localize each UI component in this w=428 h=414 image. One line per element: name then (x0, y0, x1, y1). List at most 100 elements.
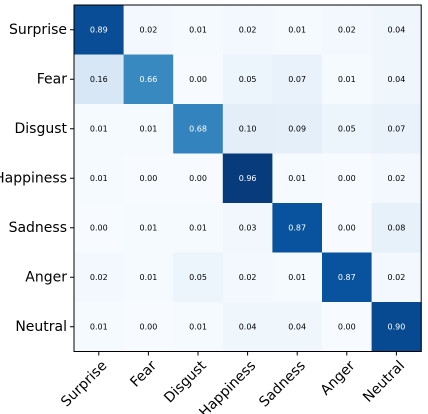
heatmap-cell (371, 302, 422, 352)
heatmap-cell (222, 54, 273, 105)
cell-value-label: 0.02 (239, 273, 257, 282)
heatmap-cell (123, 153, 174, 204)
cell-value-label: 0.00 (90, 223, 108, 232)
cell-value-label: 0.00 (189, 75, 207, 84)
cell-value-label: 0.09 (288, 124, 306, 133)
cell-value-label: 0.05 (189, 273, 207, 282)
heatmap-cell (123, 54, 174, 105)
cell-value-label: 0.02 (387, 174, 405, 183)
x-axis-tick-label: Fear (127, 358, 160, 391)
cell-value-label: 0.07 (387, 124, 405, 133)
heatmap-cell (272, 153, 323, 204)
cell-value-label: 0.01 (139, 223, 157, 232)
heatmap-cell (222, 104, 273, 154)
cell-value-label: 0.01 (288, 273, 306, 282)
cell-value-label: 0.00 (338, 223, 356, 232)
heatmap-cell (74, 104, 125, 154)
x-axis-tick-label: Surprise (58, 358, 110, 410)
heatmap-cell (173, 252, 224, 303)
heatmap-cell (123, 203, 174, 253)
heatmap-cell (173, 153, 224, 204)
cell-value-label: 0.01 (288, 174, 306, 183)
cell-value-label: 0.01 (189, 25, 207, 34)
heatmap-cell (222, 302, 273, 352)
heatmap-cell (322, 302, 373, 352)
cell-value-label: 0.01 (338, 75, 356, 84)
y-axis-tick-label: Sadness (9, 220, 67, 236)
cell-value-label: 0.01 (139, 124, 157, 133)
heatmap-cell (322, 153, 373, 204)
cell-value-label: 0.68 (189, 124, 207, 133)
heatmap-cell (272, 104, 323, 154)
heatmap-cell (74, 153, 125, 204)
heatmap-cell (272, 302, 323, 352)
cell-value-label: 0.02 (338, 25, 356, 34)
heatmap-cell (222, 203, 273, 253)
heatmap-cell (74, 5, 125, 55)
cell-value-label: 0.00 (338, 174, 356, 183)
cell-value-label: 0.03 (239, 223, 257, 232)
heatmap-cell (173, 54, 224, 105)
cell-value-label: 0.01 (189, 322, 207, 331)
heatmap-cell (123, 252, 174, 303)
heatmap-cell (173, 5, 224, 55)
cell-value-label: 0.10 (239, 124, 257, 133)
cell-value-label: 0.00 (139, 174, 157, 183)
heatmap-cell (371, 5, 422, 55)
heatmap-cell (322, 252, 373, 303)
x-axis-tick-label: Disgust (161, 357, 210, 406)
heatmap-cells: 0.89 0.02 0.01 0.02 0.01 0.02 0.04 0.16 0.66 0.00… (74, 5, 422, 352)
y-axis-tick-label: Neutral (15, 319, 67, 335)
heatmap-cell (123, 5, 174, 55)
cell-value-label: 0.01 (90, 322, 108, 331)
cell-value-label: 0.05 (239, 75, 257, 84)
cell-value-label: 0.96 (239, 174, 257, 183)
heatmap-cell (74, 302, 125, 352)
heatmap-cell (222, 252, 273, 303)
heatmap-cell (173, 104, 224, 154)
cell-value-label: 0.04 (387, 25, 405, 34)
heatmap-cell (74, 54, 125, 105)
cell-value-label: 0.87 (288, 223, 306, 232)
heatmap-cell (322, 5, 373, 55)
cell-value-label: 0.01 (189, 223, 207, 232)
cell-value-label: 0.05 (338, 124, 356, 133)
cell-value-label: 0.02 (387, 273, 405, 282)
heatmap-cell (173, 302, 224, 352)
y-axis-tick-label: Happiness (0, 170, 67, 186)
cell-value-label: 0.01 (90, 124, 108, 133)
cell-value-label: 0.66 (139, 75, 157, 84)
heatmap-cell (272, 54, 323, 105)
heatmap-cell (322, 203, 373, 253)
cell-value-label: 0.04 (239, 322, 257, 331)
heatmap-cell (371, 104, 422, 154)
y-axis-tick-label: Disgust (14, 121, 67, 137)
heatmap-cell (322, 104, 373, 154)
cell-value-label: 0.04 (387, 75, 405, 84)
heatmap-cell (272, 203, 323, 253)
heatmap-cell (222, 5, 273, 55)
heatmap-cell (371, 203, 422, 253)
heatmap-cell (74, 252, 125, 303)
cell-value-label: 0.01 (288, 25, 306, 34)
cell-value-label: 0.90 (387, 322, 405, 331)
x-axis-tick-label: Anger (318, 358, 359, 399)
cell-value-label: 0.16 (90, 75, 108, 84)
cell-value-label: 0.07 (288, 75, 306, 84)
x-axis-tick-label: Sadness (256, 358, 309, 411)
cell-value-label: 0.02 (239, 25, 257, 34)
heatmap-cell (272, 252, 323, 303)
heatmap-cell (371, 153, 422, 204)
cell-value-label: 0.87 (338, 273, 356, 282)
cell-value-label: 0.01 (90, 174, 108, 183)
cell-value-label: 0.02 (90, 273, 108, 282)
heatmap-cell (173, 203, 224, 253)
cell-value-label: 0.00 (189, 174, 207, 183)
cell-value-label: 0.89 (90, 25, 108, 34)
y-axis-tick-label: Anger (25, 269, 67, 285)
heatmap-cell (371, 252, 422, 303)
x-axis-tick-label: Neutral (360, 358, 408, 406)
cell-value-label: 0.08 (387, 223, 405, 232)
